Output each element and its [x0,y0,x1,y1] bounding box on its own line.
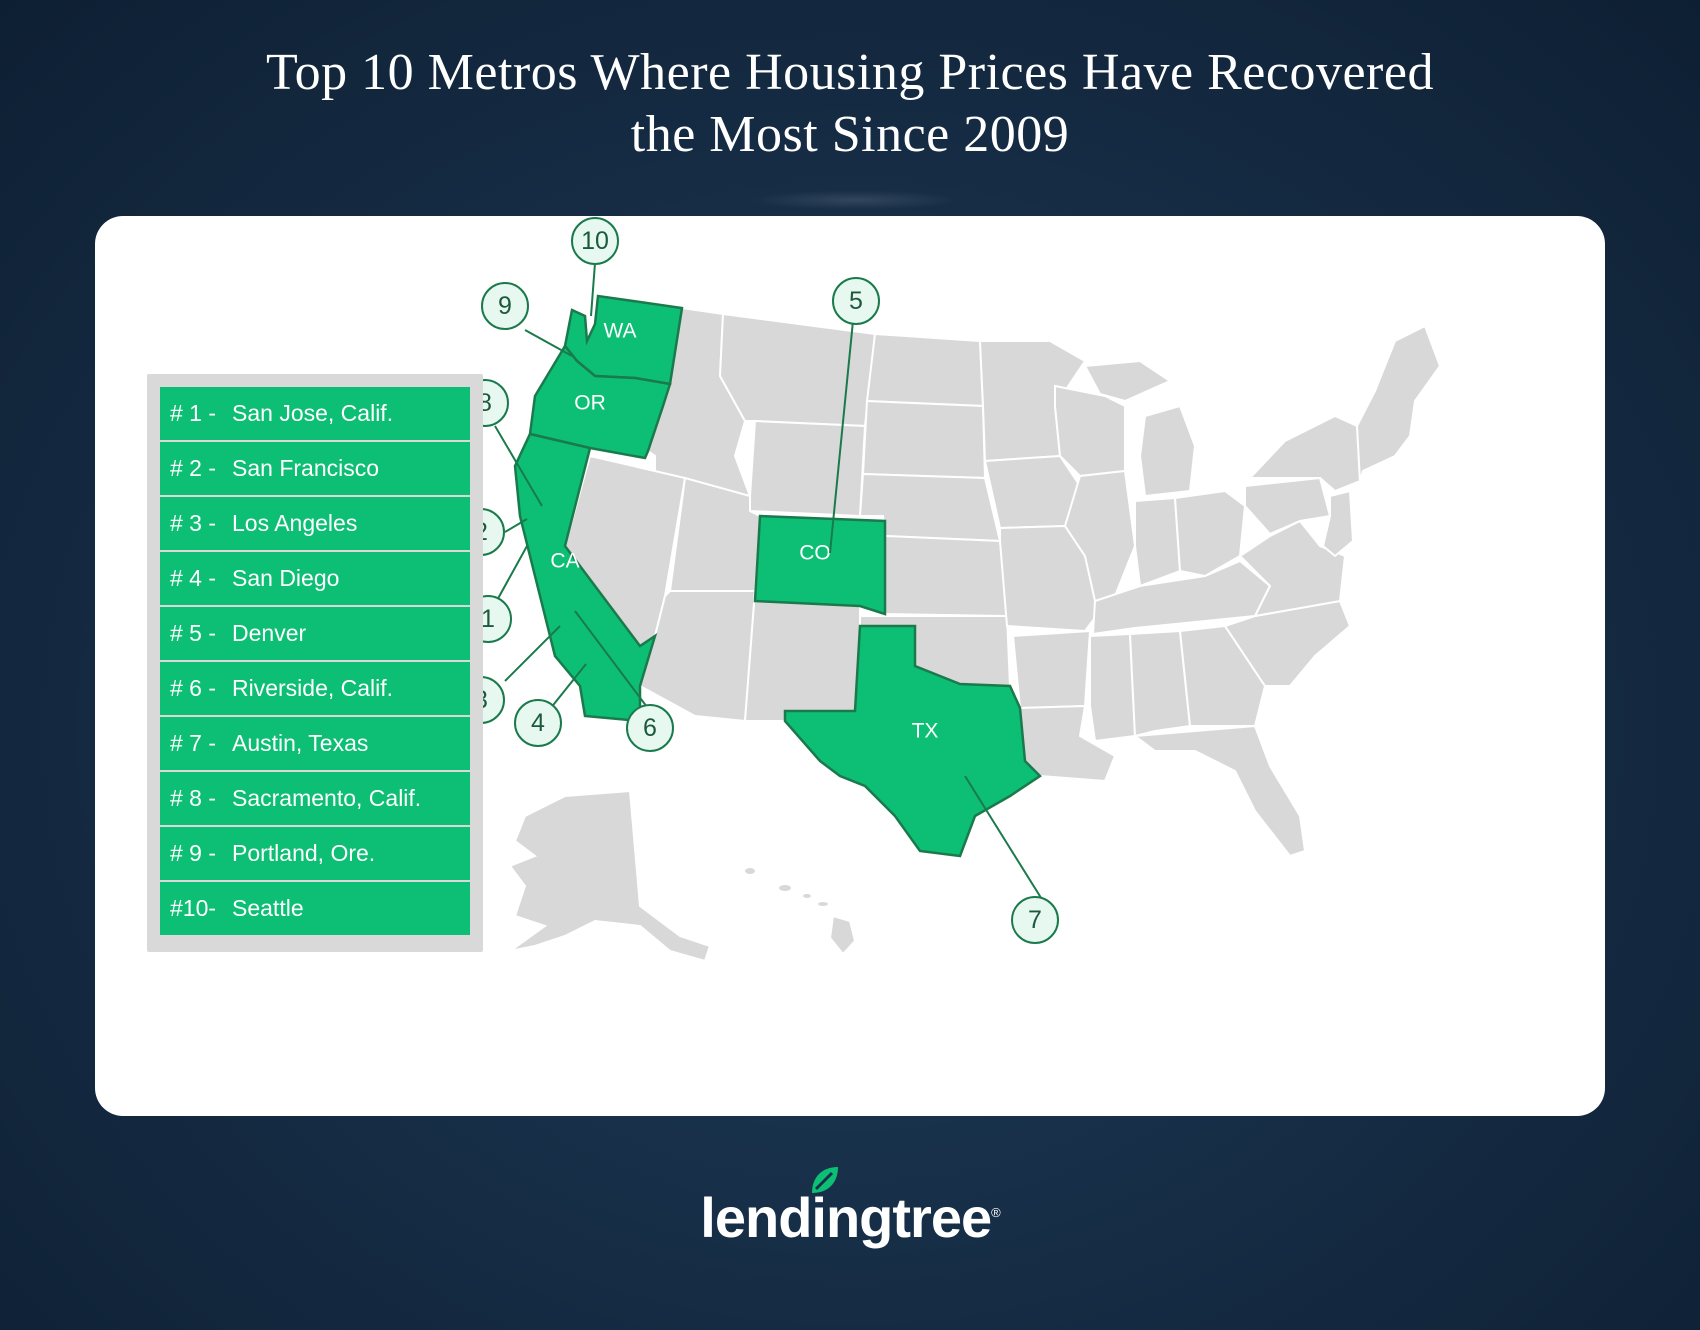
state-hi [743,866,857,956]
legend-item: # 7 - Austin, Texas [160,717,470,770]
callout-line-9 [524,329,573,357]
state-al [1128,629,1192,738]
svg-text:6: 6 [643,714,657,742]
legend-item: # 2 - San Francisco [160,442,470,495]
callout-line-3 [504,625,561,682]
legend-rank: # 2 - [170,455,217,481]
state-ia [983,454,1082,530]
gray-states [508,306,1442,963]
legend-rank: # 3 - [170,510,217,536]
legend-city: Riverside, Calif. [232,675,394,701]
legend-item: # 9 - Portland, Ore. [160,827,470,880]
legend-item: # 4 - San Diego [160,552,470,605]
title-line-2: the Most Since 2009 [630,106,1070,163]
legend-item: #10- Seattle [160,882,470,935]
state-label-ca: CA [550,550,579,573]
state-ca [513,432,658,723]
state-nj-md-de [1321,489,1355,558]
legend-item: # 1 - San Jose, Calif. [160,387,470,440]
state-in [1134,496,1182,588]
callout-5: 5 [832,277,880,325]
state-ut [668,476,762,592]
svg-text:10: 10 [581,227,609,255]
state-ak [508,789,712,963]
state-fl [1132,724,1307,858]
legend-city: San Diego [232,565,340,591]
brand-name: lendingtree [700,1186,992,1249]
state-wi [1054,384,1126,478]
callout-4: 4 [514,699,562,747]
legend-city: Sacramento, Calif. [232,785,422,811]
state-ms [1089,632,1137,743]
state-new-england [1355,324,1442,482]
svg-text:1: 1 [481,605,495,633]
state-ga [1178,624,1267,727]
callout-line-2 [504,518,528,533]
state-mi [1138,404,1197,498]
title-glow [750,190,960,210]
state-label-tx: TX [912,720,939,743]
state-co [753,514,887,616]
callout-line-1 [494,545,528,605]
svg-text:7: 7 [1028,906,1042,934]
callout-line-8 [494,425,543,507]
callout-line-10 [590,262,596,317]
legend-item: # 3 - Los Angeles [160,497,470,550]
state-or [528,343,672,460]
legend-rank: # 8 - [170,785,217,811]
svg-text:9: 9 [498,292,512,320]
legend-rank: # 1 - [170,400,217,426]
callout-9: 9 [481,282,529,330]
legend-item: # 5 - Denver [160,607,470,660]
legend-rank: # 4 - [170,565,217,591]
legend-city: San Jose, Calif. [232,400,394,426]
legend-rank: #10- [170,895,217,921]
state-ar [1011,629,1092,710]
page-title: Top 10 Metros Where Housing Prices Have … [0,42,1700,166]
us-map: WA OR CA CO TX 10 9 8 [457,217,1442,963]
legend-city: San Francisco [232,455,380,481]
state-label-co: CO [799,542,831,565]
callout-lines [494,262,1044,902]
state-label-or: OR [574,392,606,415]
callout-6: 6 [626,704,674,752]
state-va-wv [1238,519,1347,618]
legend-city: Portland, Ore. [232,840,376,866]
legend-rank: # 6 - [170,675,217,701]
legend-rank: # 9 - [170,840,217,866]
callout-7: 7 [1011,896,1059,944]
state-sd [861,399,987,480]
callout-10: 10 [571,217,619,265]
leaf-icon [812,1167,839,1193]
state-tx [783,624,1042,858]
legend-city: Seattle [232,895,304,921]
state-ks [884,534,1009,618]
callout-line-5 [829,320,854,554]
state-label-wa: WA [603,320,636,343]
legend-item: # 6 - Riverside, Calif. [160,662,470,715]
legend-city: Austin, Texas [232,730,369,756]
state-mi-up [1083,359,1173,403]
state-wy [749,419,867,518]
lendingtree-logo: lendingtree® [0,1167,1700,1250]
legend: # 1 - San Jose, Calif. # 2 - San Francis… [147,374,483,952]
callout-line-4 [549,663,587,710]
highlighted-states [513,294,1042,858]
legend-city: Los Angeles [232,510,358,536]
map-card: WA OR CA CO TX 10 9 8 [95,216,1605,1116]
svg-text:5: 5 [849,287,863,315]
legend-rank: # 5 - [170,620,217,646]
registered-mark: ® [991,1205,1001,1220]
callout-line-7 [964,775,1044,902]
state-nd [865,332,985,408]
callout-line-6 [574,610,651,712]
legend-rank: # 7 - [170,730,217,756]
legend-city: Denver [232,620,307,646]
title-line-1: Top 10 Metros Where Housing Prices Have … [266,44,1434,101]
legend-item: # 8 - Sacramento, Calif. [160,772,470,825]
state-pa [1244,476,1332,536]
state-nm [743,589,861,722]
svg-text:4: 4 [531,709,545,737]
